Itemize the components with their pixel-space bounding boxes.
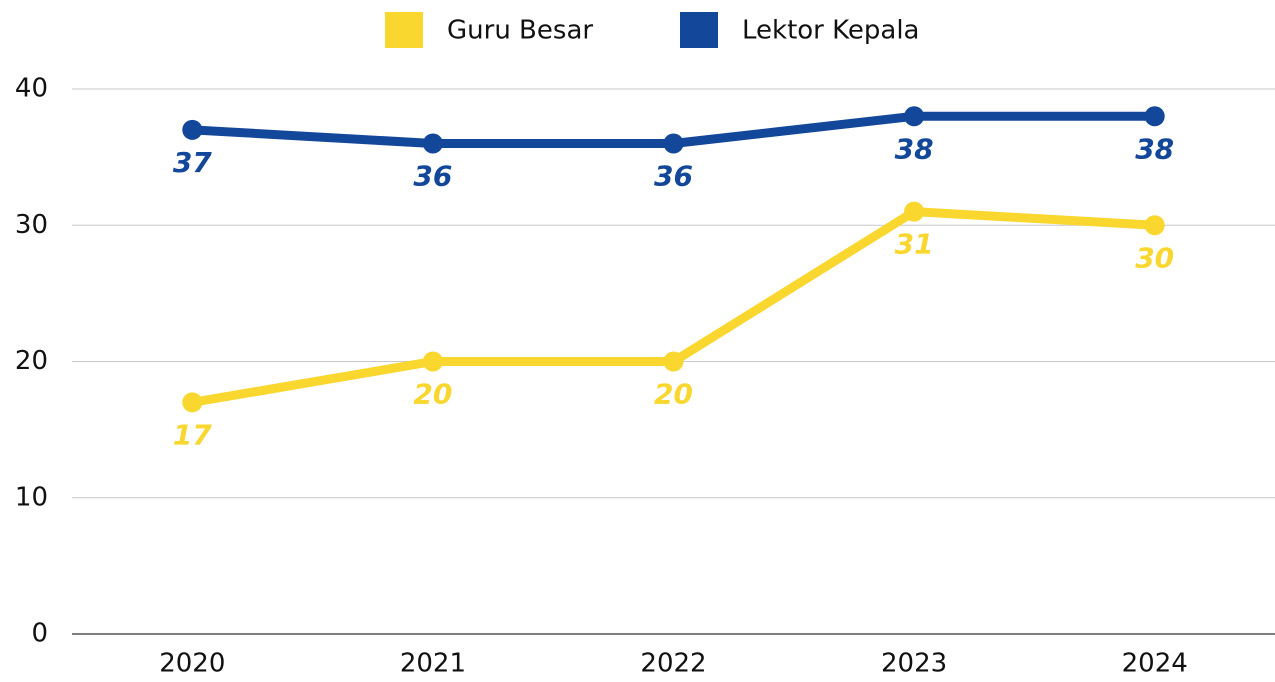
series-line xyxy=(191,207,1155,407)
point xyxy=(422,351,443,372)
legend-label: Guru Besar xyxy=(447,16,593,46)
data-label: 38 xyxy=(895,132,934,165)
y-tick-label: 40 xyxy=(15,74,48,104)
point xyxy=(1144,106,1165,127)
legend-swatch xyxy=(680,12,718,48)
data-label: 17 xyxy=(173,418,212,451)
point xyxy=(663,351,684,372)
y-tick-label: 20 xyxy=(15,346,48,376)
data-label: 37 xyxy=(173,146,212,179)
x-tick-label: 2023 xyxy=(881,649,947,679)
x-tick-label: 2024 xyxy=(1122,649,1188,679)
data-label: 38 xyxy=(1135,132,1174,165)
y-tick-label: 10 xyxy=(15,482,48,512)
y-tick-label: 0 xyxy=(31,619,48,649)
data-label: 31 xyxy=(895,228,934,261)
legend-swatch xyxy=(385,12,423,48)
data-label: 30 xyxy=(1135,241,1174,274)
x-tick-label: 2022 xyxy=(640,649,706,679)
point xyxy=(422,133,443,154)
legend-label: Lektor Kepala xyxy=(742,16,919,46)
x-tick-label: 2020 xyxy=(159,649,225,679)
data-label: 36 xyxy=(654,160,693,193)
point xyxy=(904,201,925,222)
point xyxy=(904,106,925,127)
x-tick-label: 2021 xyxy=(400,649,466,679)
point xyxy=(182,392,203,413)
point xyxy=(663,133,684,154)
y-tick-label: 30 xyxy=(15,210,48,240)
point xyxy=(1144,215,1165,236)
data-label: 36 xyxy=(413,160,452,193)
point xyxy=(182,119,203,140)
data-label: 20 xyxy=(413,378,452,411)
data-label: 20 xyxy=(654,378,693,411)
